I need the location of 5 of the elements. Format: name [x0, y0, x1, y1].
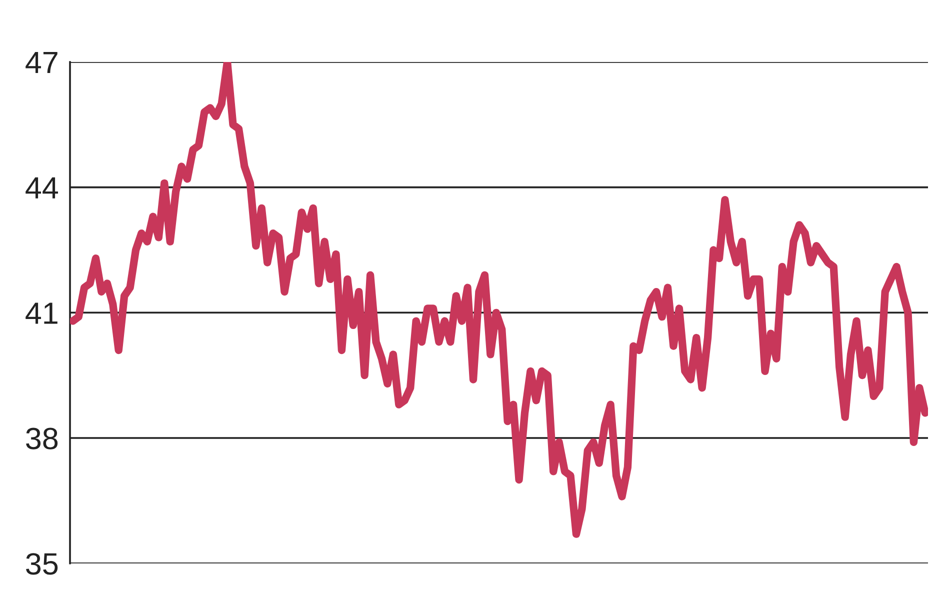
y-tick-label: 41: [26, 302, 58, 324]
y-tick-label: 38: [26, 428, 58, 450]
y-tick-label: 35: [26, 553, 58, 575]
y-tick-label: 44: [26, 177, 58, 198]
y-tick-label: 47: [26, 52, 58, 74]
